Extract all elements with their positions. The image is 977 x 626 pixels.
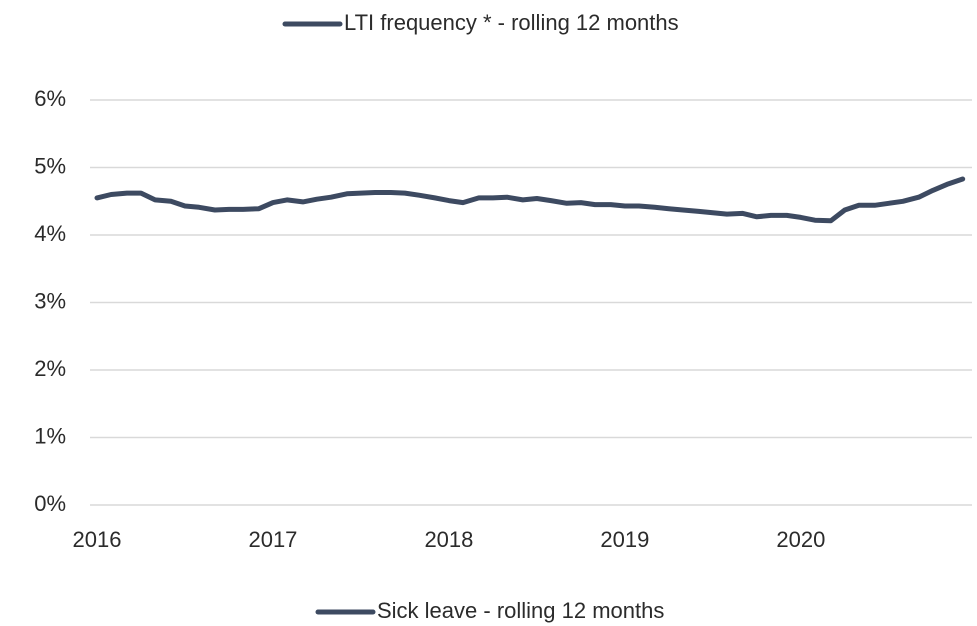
y-tick-label: 0% <box>34 491 66 516</box>
y-tick-label: 6% <box>34 86 66 111</box>
x-tick-label: 2019 <box>600 527 649 552</box>
y-tick-label: 4% <box>34 221 66 246</box>
y-tick-label: 3% <box>34 288 66 313</box>
y-tick-label: 2% <box>34 356 66 381</box>
x-tick-label: 2018 <box>424 527 473 552</box>
legend-label: LTI frequency * - rolling 12 months <box>344 10 679 35</box>
y-tick-label: 1% <box>34 423 66 448</box>
legend-label: Sick leave - rolling 12 months <box>377 598 664 623</box>
x-tick-label: 2017 <box>248 527 297 552</box>
x-tick-label: 2016 <box>73 527 122 552</box>
series-line <box>94 176 966 224</box>
y-tick-label: 5% <box>34 153 66 178</box>
x-tick-label: 2020 <box>776 527 825 552</box>
